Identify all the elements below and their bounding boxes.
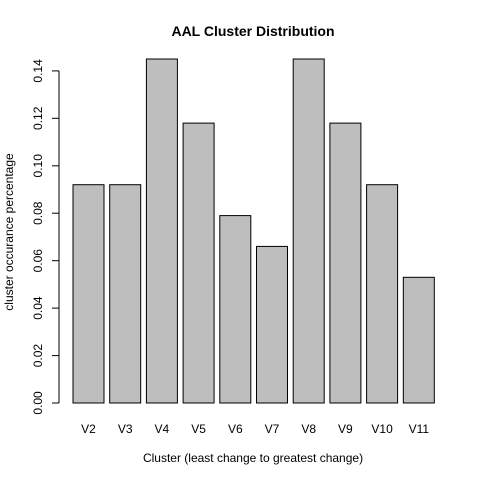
y-axis-label: cluster occurance percentage (2, 153, 16, 311)
x-tick-label-v2: V2 (81, 422, 96, 436)
x-tick-labels: V2 V3 V4 V5 V6 V7 V8 V9 V10 V11 (81, 422, 429, 436)
x-tick-label-v11: V11 (409, 422, 430, 436)
y-tick-label: 0.12 (31, 106, 45, 130)
x-tick-label-v5: V5 (191, 422, 206, 436)
x-tick-label-v10: V10 (371, 422, 393, 436)
bars-group (72, 58, 435, 404)
y-tick-label: 0.14 (31, 59, 45, 83)
chart-title: AAL Cluster Distribution (171, 23, 334, 39)
bar-v8 (292, 58, 325, 404)
x-tick-label-v4: V4 (155, 422, 170, 436)
y-tick-label: 0.08 (31, 201, 45, 225)
bar-v4 (145, 58, 178, 404)
y-tick-label: 0.00 (31, 391, 45, 415)
y-tick-label: 0.04 (31, 296, 45, 320)
bar-v5 (182, 122, 215, 404)
bar-v3 (109, 184, 142, 404)
y-axis: 0.00 0.02 0.04 0.06 0.08 0.10 0.12 0.14 (31, 59, 60, 415)
bar-v6 (219, 215, 252, 404)
bar-v10 (366, 184, 399, 404)
x-tick-label-v7: V7 (265, 422, 280, 436)
bar-v7 (256, 245, 288, 404)
x-tick-label-v9: V9 (338, 422, 353, 436)
bar-v2 (72, 184, 105, 404)
bar-v11 (402, 276, 435, 404)
bar-v9 (329, 122, 362, 404)
x-tick-label-v8: V8 (301, 422, 316, 436)
y-tick-label: 0.02 (31, 344, 45, 368)
x-tick-label-v3: V3 (118, 422, 133, 436)
y-tick-label: 0.06 (31, 249, 45, 273)
x-axis-label: Cluster (least change to greatest change… (143, 451, 363, 465)
x-tick-label-v6: V6 (228, 422, 243, 436)
y-tick-label: 0.10 (31, 154, 45, 178)
